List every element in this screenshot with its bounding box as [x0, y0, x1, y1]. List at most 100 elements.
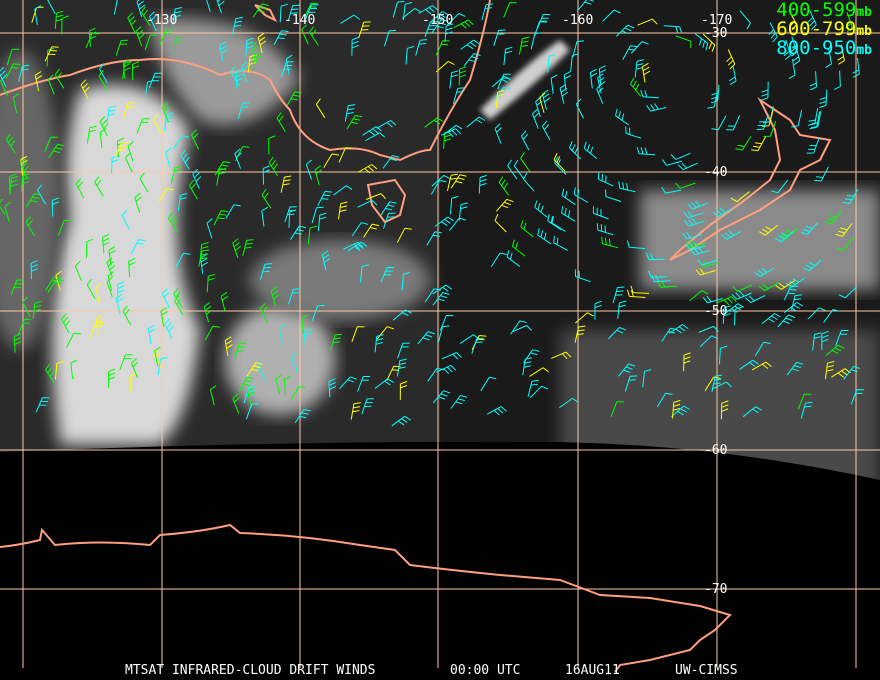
wind-barb — [758, 282, 779, 292]
wind-barb — [597, 73, 606, 94]
wind-barb — [153, 348, 163, 369]
wind-barb — [478, 174, 487, 194]
wind-barb — [209, 385, 217, 406]
wind-barb — [290, 225, 307, 240]
wind-barb — [30, 260, 38, 280]
wind-barb — [252, 52, 262, 71]
wind-barb — [86, 125, 97, 144]
wind-barb — [711, 374, 723, 393]
wind-barb — [57, 220, 72, 236]
wind-barb — [107, 271, 115, 292]
wind-barb — [759, 224, 779, 236]
wind-barb — [317, 212, 327, 232]
wind-barb — [225, 204, 241, 219]
wind-barb — [551, 351, 572, 360]
wind-barb — [340, 14, 360, 24]
wind-barb — [232, 238, 242, 259]
wind-barb — [814, 166, 829, 182]
wind-barb — [115, 294, 124, 315]
wind-barb — [106, 105, 117, 124]
wind-barb — [311, 206, 324, 224]
wind-barb — [135, 26, 145, 47]
wind-barb — [466, 116, 486, 128]
wind-barb — [594, 300, 602, 320]
wind-barb — [625, 126, 642, 139]
wind-barb — [108, 246, 116, 266]
wind-barb — [290, 352, 298, 373]
wind-barb — [724, 303, 745, 314]
wind-barb — [152, 114, 163, 134]
wind-barb — [106, 277, 113, 298]
wind-barb — [280, 175, 292, 193]
wind-barb — [399, 381, 408, 400]
wind-barb — [130, 239, 146, 255]
wind-barb — [321, 250, 331, 271]
wind-barb — [192, 168, 202, 189]
wind-barb — [447, 13, 466, 26]
wind-barb — [154, 346, 161, 367]
wind-barb — [98, 70, 108, 91]
wind-barb — [276, 112, 286, 132]
wind-barb — [807, 108, 819, 126]
wind-barb — [214, 161, 231, 176]
wind-barb — [173, 135, 190, 150]
wind-barb — [303, 328, 312, 347]
wind-barb — [243, 386, 256, 404]
wind-barb — [55, 361, 64, 380]
wind-barb — [9, 175, 19, 195]
legend-range: 800-950 — [776, 37, 857, 59]
wind-barb — [206, 0, 211, 12]
wind-barb — [751, 361, 772, 371]
wind-barb — [506, 250, 521, 267]
wind-barb — [21, 173, 30, 192]
wind-barb — [494, 123, 503, 144]
wind-barb — [256, 361, 267, 382]
wind-barb — [44, 136, 58, 153]
latitude-label: -30 — [704, 26, 728, 41]
wind-barb — [843, 366, 861, 380]
wind-barb — [541, 120, 551, 141]
wind-barb — [0, 195, 6, 215]
wind-barb — [498, 176, 510, 196]
wind-barb — [178, 193, 188, 212]
wind-barb — [106, 257, 116, 278]
wind-barb — [786, 361, 804, 376]
wind-barb — [86, 278, 96, 299]
wind-barb — [338, 147, 353, 163]
wind-barb — [640, 89, 659, 99]
wind-barb — [144, 34, 158, 51]
wind-barb — [490, 252, 507, 267]
wind-barb — [597, 172, 614, 187]
wind-barb — [761, 110, 774, 127]
legend-range: 400-599 — [776, 0, 857, 21]
wind-barb — [136, 118, 150, 134]
wind-barb — [284, 206, 297, 223]
wind-barb — [247, 54, 257, 73]
wind-barb — [268, 135, 276, 155]
wind-barb — [596, 83, 604, 104]
wind-barb — [238, 376, 255, 392]
wind-barb — [301, 24, 309, 45]
wind-barb — [711, 381, 732, 390]
wind-barb — [365, 132, 386, 142]
wind-barb — [115, 39, 129, 56]
wind-barb — [86, 238, 94, 258]
wind-barb — [806, 137, 820, 154]
wind-barb — [718, 345, 728, 365]
wind-barb — [721, 230, 742, 240]
wind-barb — [275, 374, 282, 395]
wind-barb — [777, 314, 796, 328]
wind-barb — [602, 9, 621, 22]
wind-barb — [618, 181, 636, 193]
wind-barb — [170, 166, 183, 184]
wind-barb — [825, 361, 835, 380]
wind-barb — [347, 241, 368, 252]
wind-barb — [32, 300, 42, 320]
wind-barb — [657, 280, 677, 288]
wind-barb — [608, 326, 627, 340]
wind-barb — [317, 190, 333, 206]
wind-barb — [61, 313, 71, 334]
wind-barb — [529, 385, 549, 399]
wind-barb — [95, 315, 104, 335]
wind-barb — [34, 5, 42, 25]
